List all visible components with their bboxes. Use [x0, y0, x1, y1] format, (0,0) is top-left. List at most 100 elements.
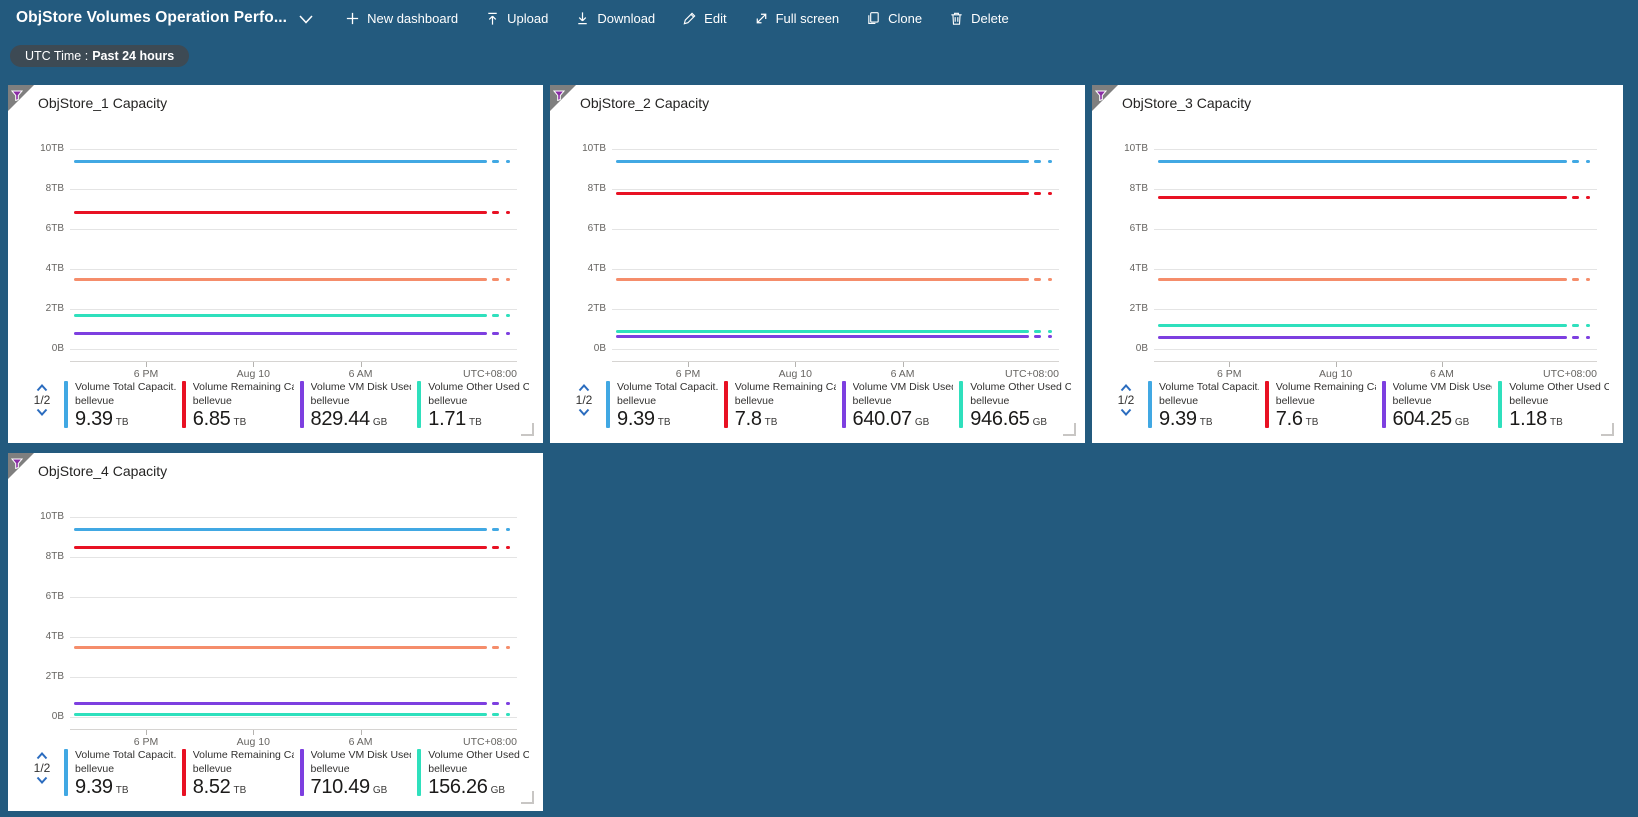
legend-value: 1.18	[1509, 408, 1547, 430]
series-line	[506, 278, 510, 281]
series-line	[1572, 324, 1579, 327]
legend-metric-name: Volume Total Capacit...	[617, 381, 718, 393]
tile-resize-handle[interactable]	[1063, 423, 1076, 436]
upload-button[interactable]: Upload	[485, 11, 548, 26]
legend-metric-name: Volume Remaining Cap...	[1275, 381, 1376, 393]
x-axis-timezone-label: UTC+08:00	[463, 736, 517, 748]
legend-page-down-icon[interactable]	[578, 408, 590, 416]
legend-value-row: 9.39 TB	[1159, 408, 1259, 431]
y-axis-label: 2TB	[1129, 303, 1148, 314]
tile-objstore-4-capacity[interactable]: ObjStore_4 Capacity UTC+08:00 10TB 8TB 6TB…	[8, 453, 543, 811]
x-axis-label: Aug 10	[1318, 368, 1353, 380]
series-line	[1586, 336, 1590, 339]
series-line	[1572, 336, 1579, 339]
legend-item[interactable]: Volume Total Capacit... bellevue 9.39 TB	[64, 749, 182, 799]
x-axis-tick	[360, 730, 362, 735]
legend-item[interactable]: Volume Total Capacit... bellevue 9.39 TB	[1148, 381, 1265, 431]
legend-item[interactable]: Volume Total Capacit... bellevue 9.39 TB	[606, 381, 724, 431]
legend-value-row: 7.8 TB	[735, 408, 836, 431]
legend-value: 829.44	[310, 408, 371, 430]
legend-page-down-icon[interactable]	[36, 776, 48, 784]
time-filter-pill[interactable]: UTC Time : Past 24 hours	[10, 45, 190, 67]
new-dashboard-button[interactable]: New dashboard	[345, 11, 458, 26]
legend-value-row: 604.25 GB	[1393, 408, 1493, 431]
legend-page-down-icon[interactable]	[36, 408, 48, 416]
legend-color-bar	[417, 381, 422, 428]
x-axis-tick	[1335, 362, 1337, 367]
legend-value-row: 1.18 TB	[1509, 408, 1609, 431]
tile-resize-handle[interactable]	[521, 791, 534, 804]
gridline	[1154, 309, 1597, 310]
legend-color-bar	[1381, 381, 1386, 428]
tile-resize-handle[interactable]	[1601, 423, 1614, 436]
gridline	[1154, 269, 1597, 270]
tile-objstore-2-capacity[interactable]: ObjStore_2 Capacity UTC+08:00 10TB 8TB 6TB…	[550, 85, 1085, 443]
x-axis-tick	[687, 362, 689, 367]
tile-resize-handle[interactable]	[521, 423, 534, 436]
clone-button[interactable]: Clone	[866, 11, 922, 26]
legend-page-up-icon[interactable]	[578, 384, 590, 392]
delete-button[interactable]: Delete	[949, 11, 1009, 26]
legend-color-bar	[723, 381, 728, 428]
legend-unit: TB	[1199, 417, 1213, 428]
y-axis-label: 10TB	[40, 511, 64, 522]
legend-resource-name: bellevue	[75, 395, 115, 407]
series-line	[1158, 196, 1567, 199]
gridline	[70, 269, 517, 270]
gridline	[612, 149, 1059, 150]
series-line	[506, 160, 510, 163]
y-axis-label: 4TB	[587, 263, 606, 274]
x-axis-tick	[1229, 362, 1231, 367]
series-line	[1572, 196, 1579, 199]
legend-color-bar	[606, 381, 610, 428]
x-axis-label: Aug 10	[236, 736, 270, 748]
legend-value-row: 9.39 TB	[617, 408, 718, 431]
series-line	[1034, 330, 1041, 333]
tile-objstore-3-capacity[interactable]: ObjStore_3 Capacity UTC+08:00 10TB 8TB 6TB…	[1092, 85, 1623, 443]
legend-page-up-icon[interactable]	[1120, 384, 1132, 392]
full-screen-button[interactable]: Full screen	[754, 11, 839, 26]
legend-resource-name: bellevue	[428, 395, 468, 407]
x-axis-label: 6 PM	[133, 736, 159, 748]
legend-unit: TB	[764, 417, 778, 428]
tile-title: ObjStore_1 Capacity	[38, 95, 168, 111]
legend-page-up-icon[interactable]	[36, 384, 48, 392]
download-icon	[575, 11, 590, 26]
legend-page-up-icon[interactable]	[36, 752, 48, 760]
y-axis-label: 2TB	[45, 671, 64, 682]
legend-value: 604.25	[1392, 408, 1453, 430]
dashboard-title[interactable]: ObjStore Volumes Operation Perfo...	[16, 9, 288, 26]
legend-metric-name: Volume Other Used Ca...	[970, 381, 1071, 393]
x-axis-tick	[902, 362, 904, 367]
legend-resource-name: bellevue	[75, 763, 115, 775]
legend-item[interactable]: Volume Total Capacit... bellevue 9.39 TB	[64, 381, 182, 431]
legend-value-row: 7.6 TB	[1276, 408, 1376, 431]
series-line	[506, 528, 510, 531]
series-line	[492, 646, 499, 649]
legend-page-down-icon[interactable]	[1120, 408, 1132, 416]
legend-value-row: 640.07 GB	[853, 408, 954, 431]
chevron-down-icon[interactable]	[299, 14, 313, 24]
series-line	[1586, 160, 1590, 163]
gridline	[70, 557, 517, 558]
series-line	[492, 702, 499, 705]
download-button[interactable]: Download	[575, 11, 655, 26]
legend-unit: GB	[372, 785, 388, 796]
edit-button[interactable]: Edit	[682, 11, 727, 26]
legend-metric-name: Volume Remaining Cap...	[192, 381, 294, 393]
tile-objstore-1-capacity[interactable]: ObjStore_1 Capacity UTC+08:00 10TB 8TB 6TB…	[8, 85, 543, 443]
legend-metric-name: Volume Other Used Ca...	[428, 381, 529, 393]
series-line	[74, 332, 487, 335]
